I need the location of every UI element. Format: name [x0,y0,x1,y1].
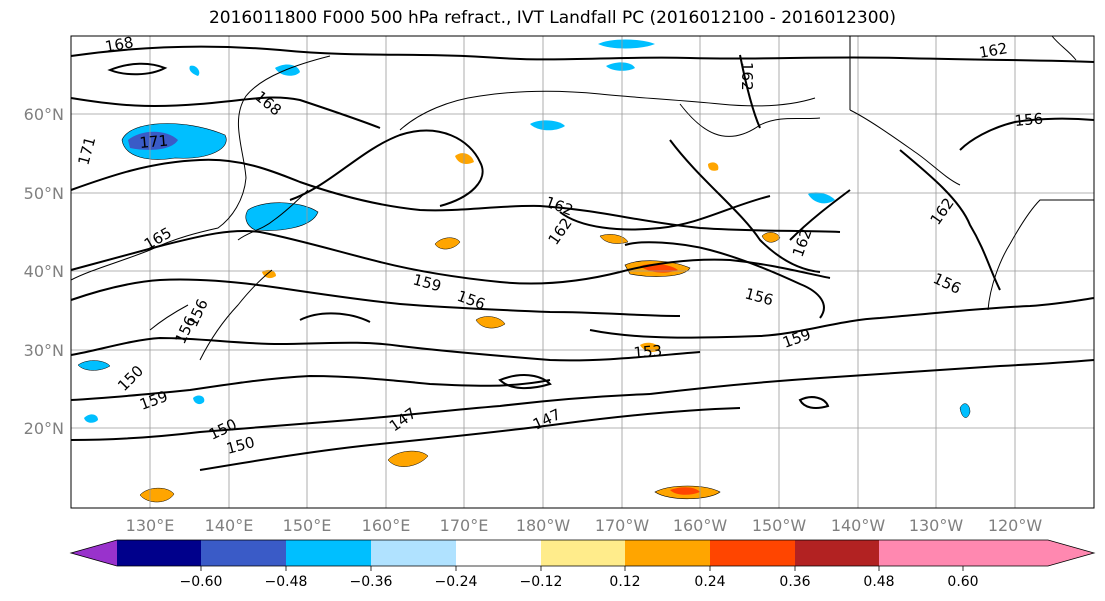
lon-label: 140°E [205,516,254,535]
contour-label: 156 [1014,110,1044,130]
lon-label: 150°W [752,516,807,535]
lat-label: 60°N [24,105,64,124]
lon-label: 160°W [673,516,728,535]
lon-label: 130°W [909,516,964,535]
map-title: 2016011800 F000 500 hPa refract., IVT La… [208,8,896,28]
lon-label: 170°W [595,516,650,535]
lon-label: 150°E [283,516,332,535]
colorbar-tick-label: −0.12 [520,574,563,590]
contour-label: 171 [139,132,169,152]
longitude-labels: 130°E 140°E 150°E 160°E 170°E 180°W 170°… [126,516,1043,535]
contour-labels: 168 162 162 156 171 168 171 165 162 162 … [74,33,1043,458]
colorbar-tick-label: 0.24 [694,574,725,590]
contours [70,45,1095,471]
colorbar-segment [456,540,541,566]
colorbar [69,539,1096,567]
lon-label: 130°E [126,516,175,535]
lon-label: 170°E [440,516,489,535]
latitude-labels: 60°N 50°N 40°N 30°N 20°N [24,105,64,438]
colorbar-tick-label: 0.12 [609,574,640,590]
coastlines [70,35,1094,361]
colorbar-tick-label: 0.36 [779,574,810,590]
contour-label: 162 [978,39,1009,62]
lat-label: 20°N [24,419,64,438]
colorbar-extend-low [71,540,117,566]
colorbar-tick-label: −0.24 [435,574,478,590]
colorbar-segment [117,540,201,566]
colorbar-tick-label: 0.60 [947,574,978,590]
colorbar-segment [625,540,710,566]
colorbar-segment [541,540,625,566]
colorbar-segment [201,540,286,566]
lon-label: 140°W [831,516,886,535]
lat-label: 40°N [24,262,64,281]
lat-label: 50°N [24,184,64,203]
lon-label: 160°E [362,516,411,535]
contour-label: 153 [633,342,663,362]
contour-label: 162 [738,62,756,91]
contour-label: 168 [104,33,135,56]
colorbar-segment [710,540,795,566]
colorbar-ticks: −0.60 −0.48 −0.36 −0.24 −0.12 0.12 0.24 … [180,566,979,590]
lon-label: 120°W [988,516,1043,535]
colorbar-segment [286,540,371,566]
colorbar-segment [795,540,879,566]
map-frame [70,35,1095,509]
colorbar-tick-label: −0.60 [180,574,223,590]
colorbar-tick-label: 0.48 [863,574,894,590]
lon-label: 180°W [516,516,571,535]
colorbar-tick-label: −0.36 [350,574,393,590]
lat-label: 30°N [24,341,64,360]
colorbar-segment [879,540,963,566]
colorbar-segment [371,540,456,566]
colorbar-tick-label: −0.48 [265,574,308,590]
